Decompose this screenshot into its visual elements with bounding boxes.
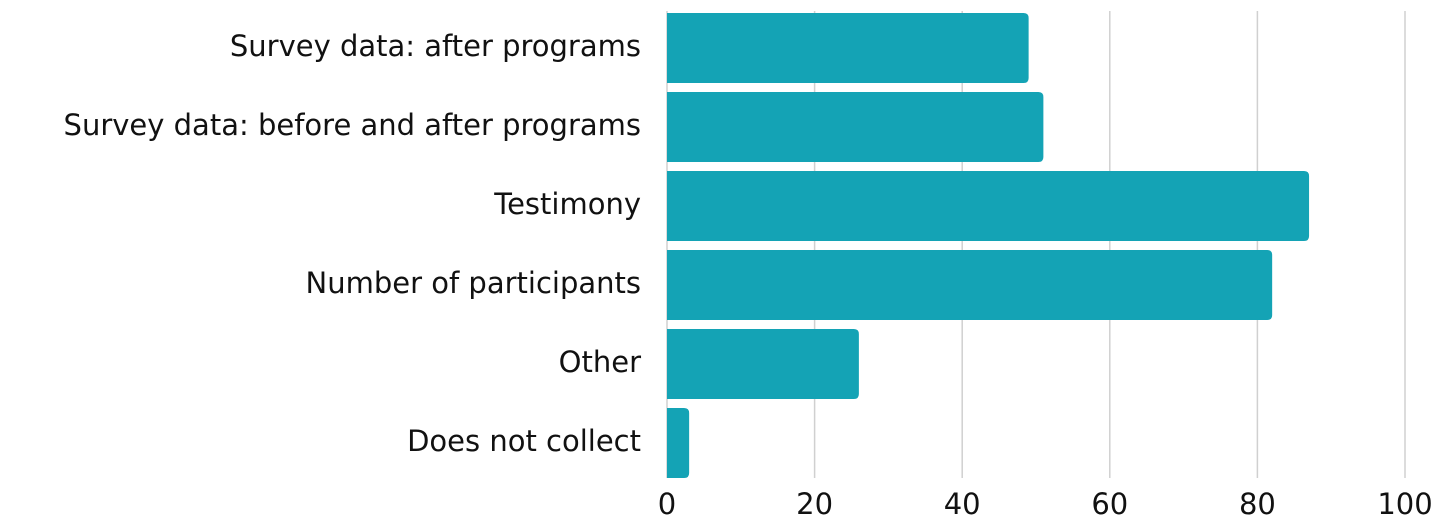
y-tick-label: Does not collect — [407, 424, 641, 458]
bar — [667, 92, 1044, 162]
bar — [667, 250, 1273, 320]
x-tick-label: 60 — [1091, 487, 1128, 521]
bar — [667, 408, 690, 478]
y-tick-label: Testimony — [493, 187, 641, 221]
x-tick-label: 80 — [1239, 487, 1276, 521]
x-tick-label: 20 — [796, 487, 833, 521]
bar — [667, 329, 859, 399]
x-tick-label: 0 — [658, 487, 676, 521]
bar — [667, 13, 1029, 83]
y-tick-label: Other — [559, 345, 641, 379]
y-tick-label: Survey data: before and after programs — [64, 108, 641, 142]
x-tick-label: 40 — [944, 487, 981, 521]
bar — [667, 171, 1310, 241]
y-tick-label: Number of participants — [306, 266, 641, 300]
x-tick-label: 100 — [1377, 487, 1432, 521]
y-tick-label: Survey data: after programs — [230, 29, 641, 63]
